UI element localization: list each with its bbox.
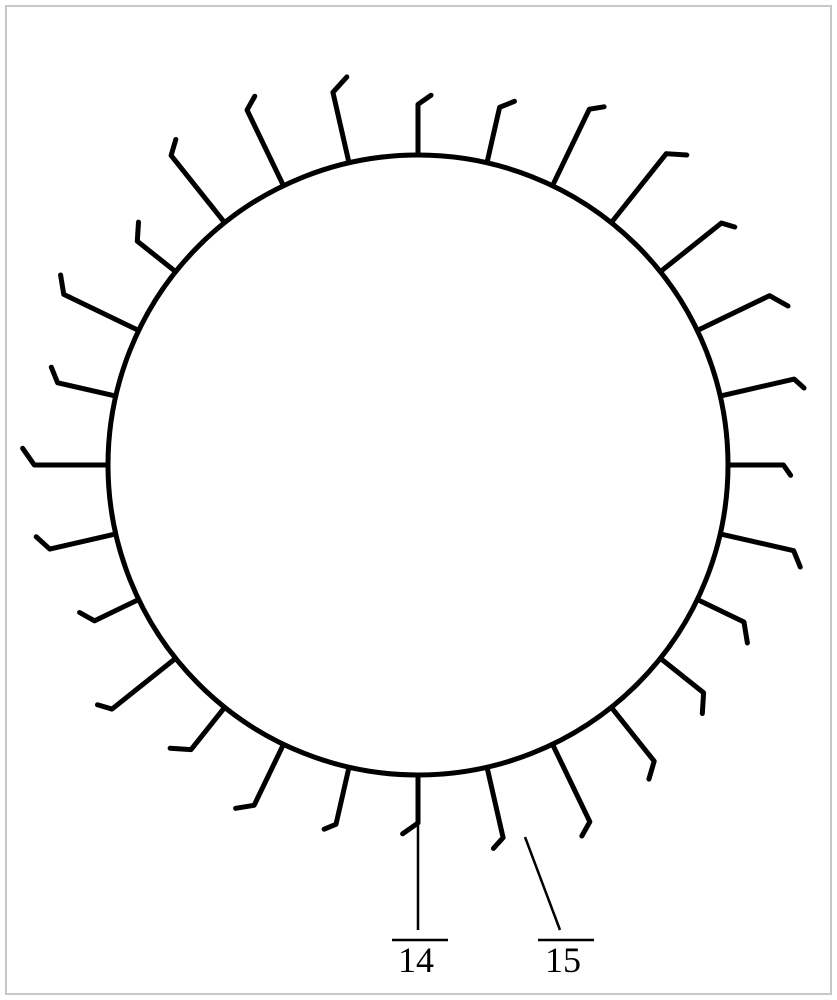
spike <box>36 534 116 549</box>
spike <box>553 744 590 836</box>
spike <box>660 658 703 713</box>
spike <box>170 707 225 749</box>
spike <box>728 465 791 475</box>
diagram-svg: 14 15 <box>0 0 837 1000</box>
spike <box>487 101 514 162</box>
spike <box>23 448 108 465</box>
spike <box>51 367 115 396</box>
label-15: 15 <box>545 940 581 980</box>
spike <box>171 139 225 222</box>
spike <box>403 775 418 834</box>
spike <box>80 600 139 621</box>
spike <box>660 223 734 272</box>
spike <box>236 744 284 808</box>
spike <box>720 534 800 567</box>
leaders-group <box>418 775 560 930</box>
main-circle <box>108 155 728 775</box>
spike <box>487 767 503 848</box>
spike <box>333 77 349 163</box>
spike <box>611 707 654 779</box>
leader-line <box>525 837 560 930</box>
spike <box>611 154 687 223</box>
spike <box>552 107 604 186</box>
spike <box>137 222 175 272</box>
label-14: 14 <box>398 940 434 980</box>
label-15-group: 15 <box>538 940 594 980</box>
spike <box>97 658 175 709</box>
spike <box>247 96 283 185</box>
spike <box>720 379 804 396</box>
labels-group: 14 15 <box>392 940 594 980</box>
spike <box>697 599 747 642</box>
spike <box>418 95 431 155</box>
spike <box>697 296 788 331</box>
spike <box>61 275 139 331</box>
label-14-group: 14 <box>392 940 448 980</box>
spike <box>324 767 349 829</box>
